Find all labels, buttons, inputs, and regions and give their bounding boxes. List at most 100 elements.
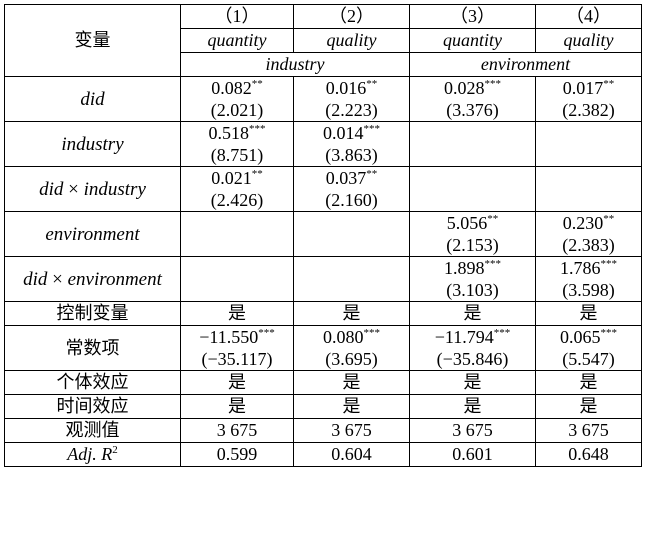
col-number-1: （1） [180, 4, 294, 29]
tstat: (2.383) [562, 235, 615, 255]
cell-constant-1: −11.550*** (−35.117) [180, 325, 294, 371]
tstat: (−35.117) [201, 349, 273, 369]
cell-did-x-environment-3: 1.898*** (3.103) [409, 256, 536, 302]
stars: ** [603, 213, 615, 225]
header-row-numbers: 变量 （1） （2） （3） （4） [4, 4, 642, 77]
row-observations: 观测值 3 675 3 675 3 675 3 675 [4, 418, 642, 443]
row-label-industry: industry [4, 121, 181, 167]
tstat: (2.021) [210, 100, 264, 120]
obs-4: 3 675 [535, 418, 642, 443]
cell-environment-4: 0.230** (2.383) [535, 211, 642, 257]
col-number-3: （3） [409, 4, 536, 29]
row-label-observations: 观测值 [4, 418, 181, 443]
tstat: (2.153) [446, 235, 499, 255]
stars: *** [600, 258, 618, 270]
coef: 0.021 [211, 168, 252, 188]
obs-1: 3 675 [180, 418, 294, 443]
time-fe-1: 是 [180, 394, 294, 419]
cell-constant-4: 0.065*** (5.547) [535, 325, 642, 371]
cell-environment-1 [180, 211, 294, 257]
header-row-groups: industry environment [5, 52, 642, 77]
regression-table-container: 变量 （1） （2） （3） （4） quantity quality quan… [4, 4, 642, 467]
row-label-environment: environment [4, 211, 181, 257]
col-number-4: （4） [535, 4, 642, 29]
row-label-individual-fe: 个体效应 [4, 370, 181, 395]
label-part-a: did [23, 268, 48, 290]
cell-did-x-environment-2 [293, 256, 410, 302]
coef: −11.550 [199, 327, 259, 347]
coef: 0.014 [323, 123, 364, 143]
obs-2: 3 675 [293, 418, 410, 443]
individual-fe-2: 是 [293, 370, 410, 395]
cell-did-x-industry-4 [535, 166, 642, 212]
adj-r-superscript: 2 [112, 444, 118, 456]
group-industry: industry [180, 52, 410, 77]
cell-did-x-industry-3 [409, 166, 536, 212]
time-fe-3: 是 [409, 394, 536, 419]
stars: ** [487, 213, 499, 225]
coef: 0.230 [562, 213, 604, 233]
coef: 0.037 [325, 168, 367, 188]
row-did: did 0.082** (2.021) 0.016** (2.223) 0.028*… [4, 76, 642, 122]
cell-did-3: 0.028*** (3.376) [409, 76, 536, 122]
stars: ** [366, 78, 378, 90]
obs-3: 3 675 [409, 418, 536, 443]
row-did-x-environment: did × environment 1.898*** (3.103) 1.786*… [4, 256, 642, 302]
cell-did-x-environment-4: 1.786*** (3.598) [535, 256, 642, 302]
stars: ** [251, 78, 263, 90]
stars: *** [363, 123, 381, 135]
cell-did-x-industry-1: 0.021** (2.426) [180, 166, 294, 212]
stars: *** [249, 123, 266, 135]
tstat: (−35.846) [436, 349, 509, 369]
cell-environment-3: 5.056** (2.153) [409, 211, 536, 257]
row-time-fe: 时间效应 是 是 是 是 [4, 394, 642, 419]
group-environment: environment [409, 52, 642, 77]
stars: *** [493, 327, 511, 339]
header-row-depvars: quantity quality quantity quality [5, 28, 642, 53]
stars: *** [600, 327, 618, 339]
tstat: (3.863) [325, 145, 378, 165]
stars: ** [251, 168, 263, 180]
depvar-1: quantity [180, 28, 294, 53]
tstat: (3.695) [325, 349, 378, 369]
stars: *** [484, 78, 502, 90]
coef: 0.016 [325, 78, 367, 98]
cell-constant-2: 0.080*** (3.695) [293, 325, 410, 371]
adj-r2-2: 0.604 [293, 442, 410, 467]
cell-industry-1: 0.518*** (8.751) [180, 121, 294, 167]
coef: 0.017 [562, 78, 604, 98]
tstat: (2.426) [210, 190, 264, 210]
stars: *** [258, 327, 275, 339]
cell-constant-3: −11.794*** (−35.846) [409, 325, 536, 371]
times-sign: × [68, 178, 79, 200]
cell-did-4: 0.017** (2.382) [535, 76, 642, 122]
regression-table: 变量 （1） （2） （3） （4） quantity quality quan… [4, 4, 642, 467]
tstat: (2.382) [562, 100, 615, 120]
tstat: (2.223) [325, 100, 378, 120]
tstat: (5.547) [562, 349, 615, 369]
row-label-did-x-environment: did × environment [4, 256, 181, 302]
label-part-b: environment [67, 268, 162, 290]
adj-r2-3: 0.601 [409, 442, 536, 467]
row-label-constant: 常数项 [4, 325, 181, 371]
adj-r2-1: 0.599 [180, 442, 294, 467]
depvar-4: quality [535, 28, 642, 53]
row-did-x-industry: did × industry 0.021** (2.426) 0.037** (2.… [4, 166, 642, 212]
row-label-time-fe: 时间效应 [4, 394, 181, 419]
cell-did-x-industry-2: 0.037** (2.160) [293, 166, 410, 212]
stars: ** [366, 168, 378, 180]
cell-industry-3 [409, 121, 536, 167]
coef: 0.028 [444, 78, 485, 98]
row-label-did: did [4, 76, 181, 122]
depvar-3: quantity [409, 28, 536, 53]
depvar-2: quality [293, 28, 410, 53]
adj-r2-4: 0.648 [535, 442, 642, 467]
controls-3: 是 [409, 301, 536, 326]
cell-did-1: 0.082** (2.021) [180, 76, 294, 122]
cell-did-2: 0.016** (2.223) [293, 76, 410, 122]
tstat: (3.598) [562, 280, 615, 300]
controls-4: 是 [535, 301, 642, 326]
row-label-did-x-industry: did × industry [4, 166, 181, 212]
coef: 0.082 [211, 78, 252, 98]
controls-2: 是 [293, 301, 410, 326]
